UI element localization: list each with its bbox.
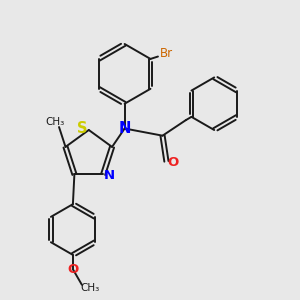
Text: CH₃: CH₃	[46, 117, 65, 127]
Text: S: S	[77, 121, 88, 136]
Text: N: N	[118, 121, 131, 136]
Text: O: O	[167, 156, 178, 169]
Text: Br: Br	[160, 47, 173, 60]
Text: N: N	[104, 169, 115, 182]
Text: O: O	[67, 263, 79, 276]
Text: CH₃: CH₃	[81, 283, 100, 293]
